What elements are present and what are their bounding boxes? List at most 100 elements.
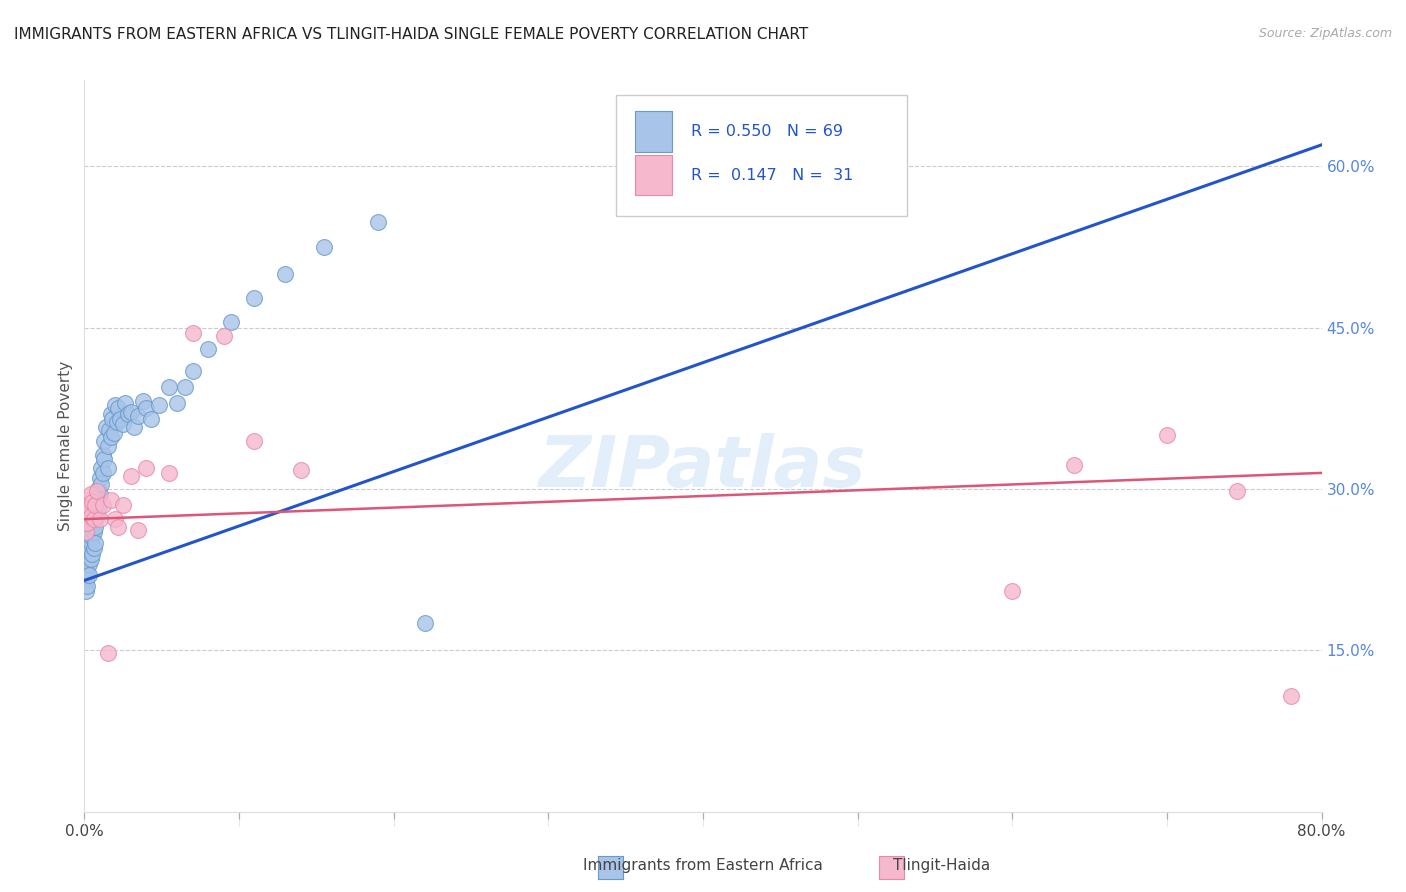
Point	[122, 419, 145, 434]
Point	[98, 423, 121, 437]
Point	[117, 407, 139, 421]
Point	[181, 364, 204, 378]
Point	[87, 501, 110, 516]
Point	[84, 503, 107, 517]
Point	[1001, 584, 1024, 599]
Point	[84, 536, 107, 550]
FancyBboxPatch shape	[616, 95, 907, 216]
Point	[105, 415, 128, 429]
Point	[108, 412, 131, 426]
Point	[367, 215, 389, 229]
Point	[112, 498, 135, 512]
Point	[104, 398, 127, 412]
Point	[86, 484, 108, 499]
Point	[93, 434, 115, 448]
Point	[90, 476, 112, 491]
Point	[221, 315, 243, 329]
Point	[120, 404, 142, 418]
Text: Tlingit-Haida: Tlingit-Haida	[893, 858, 991, 872]
Point	[197, 342, 219, 356]
Point	[77, 530, 100, 544]
Point	[166, 396, 188, 410]
Point	[83, 512, 105, 526]
Point	[89, 512, 111, 526]
Point	[86, 508, 108, 523]
Point	[79, 536, 101, 550]
Point	[75, 508, 97, 523]
Point	[104, 512, 127, 526]
Point	[82, 530, 104, 544]
Point	[76, 516, 98, 531]
Point	[97, 646, 120, 660]
Point	[135, 401, 157, 416]
Point	[314, 240, 336, 254]
Point	[76, 579, 98, 593]
Bar	[636, 155, 672, 195]
Point	[101, 412, 124, 426]
Point	[1156, 428, 1178, 442]
Text: IMMIGRANTS FROM EASTERN AFRICA VS TLINGIT-HAIDA SINGLE FEMALE POVERTY CORRELATIO: IMMIGRANTS FROM EASTERN AFRICA VS TLINGI…	[14, 27, 808, 42]
Point	[100, 430, 122, 444]
Point	[159, 466, 181, 480]
Point	[91, 498, 114, 512]
Point	[243, 291, 266, 305]
Point	[76, 492, 98, 507]
Point	[83, 524, 105, 539]
Point	[97, 460, 120, 475]
Point	[290, 463, 312, 477]
Point	[413, 616, 436, 631]
Point	[82, 495, 104, 509]
Point	[75, 552, 97, 566]
Text: ZIPatlas: ZIPatlas	[540, 434, 866, 502]
Text: R = 0.550   N = 69: R = 0.550 N = 69	[690, 124, 842, 139]
Point	[83, 541, 105, 556]
Point	[79, 519, 101, 533]
Point	[212, 329, 235, 343]
Point	[100, 492, 122, 507]
Point	[120, 469, 142, 483]
Text: Immigrants from Eastern Africa: Immigrants from Eastern Africa	[583, 858, 823, 872]
Point	[77, 541, 100, 556]
Point	[77, 501, 100, 516]
Point	[76, 568, 98, 582]
Point	[75, 524, 97, 539]
Point	[112, 417, 135, 432]
Point	[83, 508, 105, 523]
Point	[274, 267, 297, 281]
Point	[82, 547, 104, 561]
Point	[1279, 689, 1302, 703]
Point	[139, 412, 162, 426]
Point	[91, 448, 114, 462]
Point	[79, 552, 101, 566]
Point	[243, 434, 266, 448]
Point	[114, 396, 136, 410]
Point	[76, 541, 98, 556]
Point	[77, 568, 100, 582]
Point	[1063, 458, 1085, 473]
Point	[89, 487, 111, 501]
Point	[93, 451, 115, 466]
Point	[159, 380, 181, 394]
Point	[75, 584, 97, 599]
Point	[91, 466, 114, 480]
Point	[181, 326, 204, 340]
Point	[103, 426, 125, 441]
Point	[128, 409, 150, 423]
Point	[107, 519, 129, 533]
Point	[97, 439, 120, 453]
Point	[132, 393, 155, 408]
Point	[84, 498, 107, 512]
Point	[75, 563, 97, 577]
Point	[1226, 484, 1249, 499]
Point	[89, 471, 111, 485]
Bar	[636, 112, 672, 152]
Point	[79, 508, 101, 523]
Point	[75, 574, 97, 588]
Point	[100, 407, 122, 421]
Point	[94, 419, 117, 434]
Point	[90, 460, 112, 475]
Point	[174, 380, 197, 394]
Point	[107, 401, 129, 416]
Point	[87, 482, 110, 496]
Point	[76, 552, 98, 566]
